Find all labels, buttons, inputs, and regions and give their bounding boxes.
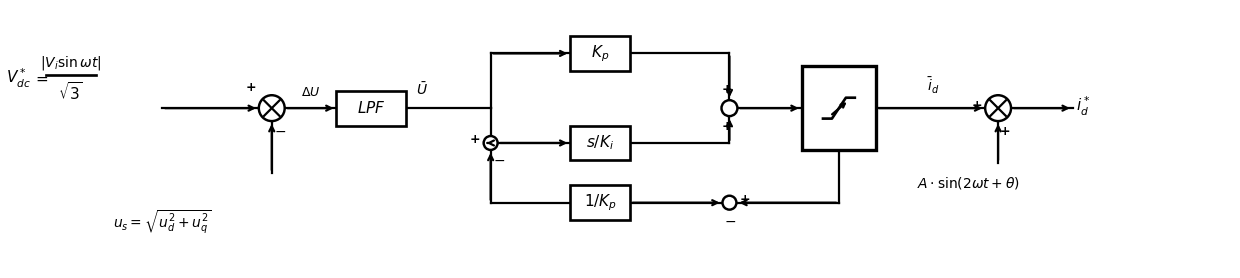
Text: $=$: $=$ — [32, 71, 48, 85]
Text: $-$: $-$ — [274, 124, 286, 138]
Text: $LPF$: $LPF$ — [357, 100, 386, 116]
Bar — [801, 66, 877, 150]
Text: +: + — [722, 83, 732, 96]
Text: $V_{dc}^*$: $V_{dc}^*$ — [6, 67, 31, 90]
Circle shape — [723, 196, 737, 210]
Text: +: + — [722, 120, 732, 133]
Text: $|V_i\sin\omega t|$: $|V_i\sin\omega t|$ — [40, 54, 102, 72]
Text: +: + — [739, 193, 750, 206]
Bar — [336, 91, 405, 126]
Text: $\sqrt{3}$: $\sqrt{3}$ — [58, 81, 83, 103]
Text: $\bar{U}$: $\bar{U}$ — [417, 81, 428, 98]
Text: +: + — [972, 99, 982, 112]
Circle shape — [985, 95, 1011, 121]
Text: $A\cdot\sin(2\omega t+\theta)$: $A\cdot\sin(2\omega t+\theta)$ — [916, 175, 1019, 191]
Text: $1/K_p$: $1/K_p$ — [584, 192, 616, 213]
Text: $s/K_i$: $s/K_i$ — [587, 134, 614, 152]
Circle shape — [484, 136, 497, 150]
Text: +: + — [470, 133, 481, 147]
Text: $\Delta U$: $\Delta U$ — [301, 86, 320, 99]
Text: $u_s=\sqrt{u_d^2+u_q^2}$: $u_s=\sqrt{u_d^2+u_q^2}$ — [113, 209, 212, 236]
Bar — [570, 36, 630, 71]
Text: $-$: $-$ — [492, 153, 505, 167]
Text: +: + — [1001, 125, 1011, 138]
Text: $i_d^*$: $i_d^*$ — [1076, 95, 1090, 118]
Text: $-$: $-$ — [724, 214, 737, 228]
Bar — [570, 185, 630, 220]
Circle shape — [259, 95, 285, 121]
Text: +: + — [246, 81, 255, 94]
Text: $K_p$: $K_p$ — [591, 43, 609, 64]
Text: $\bar{i}_d$: $\bar{i}_d$ — [928, 76, 940, 96]
Circle shape — [722, 100, 738, 116]
Bar — [570, 126, 630, 160]
